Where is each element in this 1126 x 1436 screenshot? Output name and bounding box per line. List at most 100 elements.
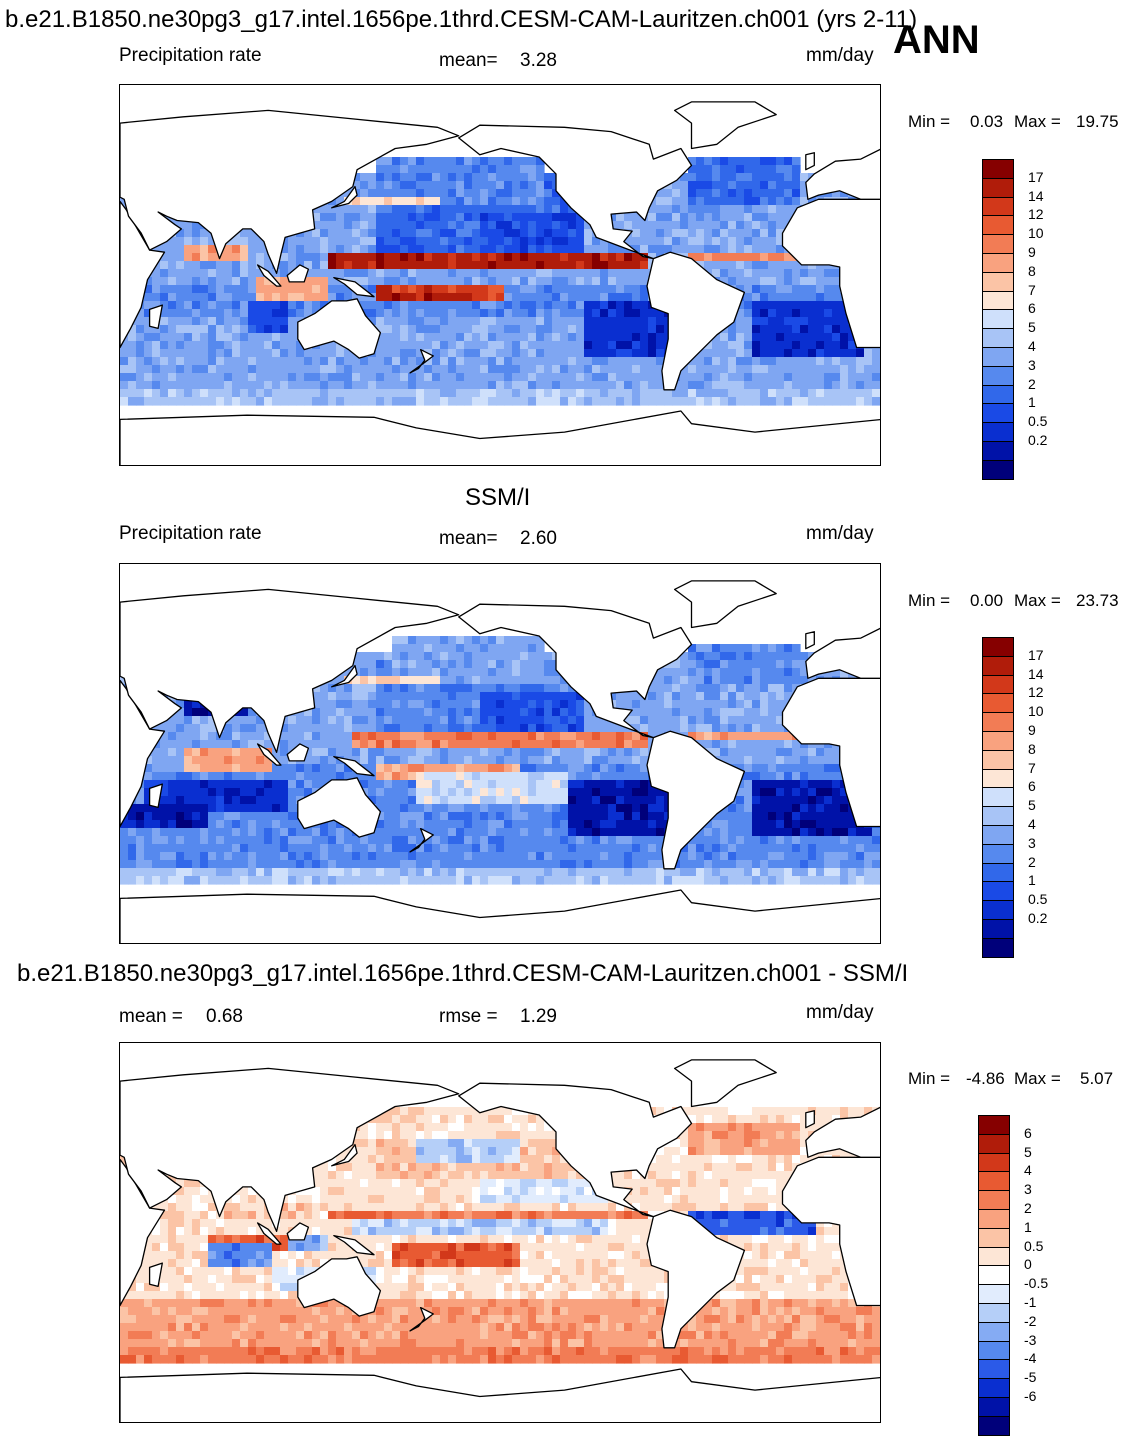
field-cell xyxy=(496,165,505,174)
field-cell xyxy=(432,229,441,238)
field-cell xyxy=(464,780,473,789)
field-cell xyxy=(712,716,721,725)
field-cell xyxy=(768,285,777,294)
field-cell xyxy=(256,293,265,302)
field-cell xyxy=(672,221,681,230)
field-cell xyxy=(400,644,409,653)
field-cell xyxy=(320,277,329,286)
field-cell xyxy=(224,381,233,390)
field-cell xyxy=(296,724,305,733)
field-cell xyxy=(576,732,585,741)
field-cell xyxy=(504,189,513,198)
field-cell xyxy=(184,261,193,270)
colorbar-tick-label: 10 xyxy=(1028,225,1044,241)
field-cell xyxy=(192,804,201,813)
field-cell xyxy=(528,245,537,254)
field-cell xyxy=(736,676,745,685)
field-cell xyxy=(456,165,465,174)
field-cell xyxy=(552,756,561,765)
field-cell xyxy=(440,173,449,182)
field-cell xyxy=(592,365,601,374)
field-cell xyxy=(696,165,705,174)
field-cell xyxy=(560,261,569,270)
field-cell xyxy=(472,349,481,358)
field-cell xyxy=(624,221,633,230)
field-cell xyxy=(528,205,537,214)
field-cell xyxy=(656,245,665,254)
field-cell xyxy=(392,197,401,206)
field-cell xyxy=(488,668,497,677)
field-cell xyxy=(640,269,649,278)
field-cell xyxy=(256,333,265,342)
field-cell xyxy=(456,796,465,805)
field-cell xyxy=(752,285,761,294)
field-cell xyxy=(376,373,385,382)
field-cell xyxy=(176,756,185,765)
field-cell xyxy=(528,708,537,717)
field-cell xyxy=(224,285,233,294)
field-cell xyxy=(248,285,257,294)
field-cell xyxy=(168,301,177,310)
field-cell xyxy=(200,724,209,733)
field-cell xyxy=(240,301,249,310)
field-cell xyxy=(672,724,681,733)
field-cell xyxy=(400,812,409,821)
field-cell xyxy=(224,333,233,342)
field-cell xyxy=(464,804,473,813)
field-cell xyxy=(560,269,569,278)
field-cell xyxy=(480,373,489,382)
field-cell xyxy=(792,333,801,342)
field-cell xyxy=(320,349,329,358)
field-cell xyxy=(232,245,241,254)
field-cell xyxy=(488,676,497,685)
field-cell xyxy=(592,245,601,254)
field-cell xyxy=(440,652,449,661)
field-cell xyxy=(584,820,593,829)
field-cell xyxy=(592,724,601,733)
field-cell xyxy=(752,181,761,190)
field-cell xyxy=(504,708,513,717)
field-cell xyxy=(384,357,393,366)
field-cell xyxy=(488,788,497,797)
field-cell xyxy=(496,692,505,701)
field-cell xyxy=(552,676,561,685)
field-cell xyxy=(760,213,769,222)
field-cell xyxy=(544,285,553,294)
field-cell xyxy=(168,277,177,286)
field-cell xyxy=(728,165,737,174)
field-cell xyxy=(624,748,633,757)
field-cell xyxy=(328,389,337,398)
field-cell xyxy=(184,732,193,741)
field-cell xyxy=(464,181,473,190)
field-cell xyxy=(520,700,529,709)
field-cell xyxy=(584,325,593,334)
field-cell xyxy=(808,812,817,821)
field-cell xyxy=(592,357,601,366)
field-cell xyxy=(816,796,825,805)
field-cell xyxy=(560,684,569,693)
field-cell xyxy=(408,716,417,725)
field-cell xyxy=(624,357,633,366)
field-cell xyxy=(392,277,401,286)
field-cell xyxy=(760,237,769,246)
field-cell xyxy=(864,389,873,398)
field-cell xyxy=(232,756,241,765)
field-cell xyxy=(200,820,209,829)
field-cell xyxy=(552,197,561,206)
field-cell xyxy=(696,245,705,254)
field-cell xyxy=(512,213,521,222)
field-cell xyxy=(448,349,457,358)
field-cell xyxy=(352,229,361,238)
field-cell xyxy=(208,277,217,286)
field-cell xyxy=(800,317,809,326)
field-cell xyxy=(552,788,561,797)
field-cell xyxy=(536,213,545,222)
field-cell xyxy=(624,277,633,286)
field-cell xyxy=(584,748,593,757)
field-cell xyxy=(488,732,497,741)
field-cell xyxy=(240,309,249,318)
field-cell xyxy=(632,365,641,374)
field-cell xyxy=(584,293,593,302)
field-cell xyxy=(488,820,497,829)
field-cell xyxy=(584,788,593,797)
